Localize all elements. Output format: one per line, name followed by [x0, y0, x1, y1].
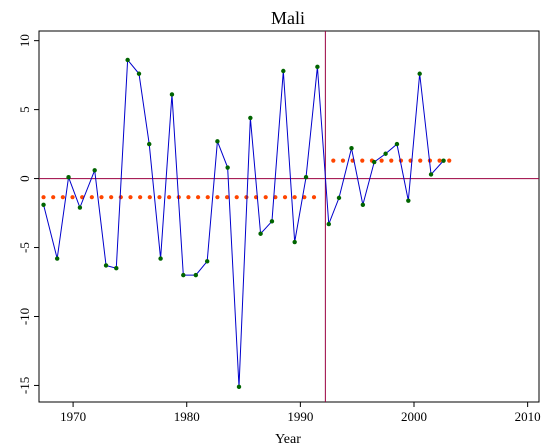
- segment-mean-dot-1: [51, 195, 56, 200]
- data-point: [248, 115, 253, 121]
- data-point: [147, 141, 152, 147]
- data-point: [92, 168, 97, 173]
- data-point: [406, 198, 411, 203]
- segment-mean-dot-2: [437, 158, 442, 163]
- segment-mean-dot-1: [311, 195, 317, 200]
- segment-mean-dot-2: [360, 158, 365, 163]
- data-point: [303, 174, 309, 180]
- data-point: [125, 57, 130, 63]
- y-tick-label: -5: [17, 242, 32, 253]
- data-point: [281, 68, 286, 74]
- data-point: [181, 272, 186, 278]
- data-point: [292, 239, 297, 245]
- segment-mean-dot-1: [215, 195, 220, 200]
- data-point: [103, 263, 109, 268]
- x-axis-title: Year: [275, 432, 301, 447]
- data-point: [204, 259, 210, 264]
- segment-mean-dot-1: [205, 195, 210, 200]
- data-point: [326, 221, 331, 227]
- segment-mean-dot-1: [302, 195, 307, 200]
- data-point: [383, 151, 388, 156]
- segment-mean-dot-2: [340, 158, 346, 163]
- data-point: [215, 139, 220, 144]
- data-point: [428, 172, 434, 177]
- data-point: [54, 256, 60, 261]
- segment-mean-dot-1: [147, 195, 152, 200]
- y-tick-label: -15: [17, 377, 32, 394]
- x-tick-label: 1990: [287, 409, 313, 424]
- data-point: [77, 205, 83, 210]
- data-point: [349, 146, 354, 151]
- segment-mean-dot-1: [224, 195, 230, 200]
- data-point: [258, 231, 263, 236]
- segment-mean-dot-1: [60, 195, 65, 200]
- data-point: [394, 141, 400, 147]
- data-point: [193, 272, 199, 278]
- data-point: [136, 71, 142, 76]
- segment-mean-dot-1: [109, 195, 114, 200]
- segment-mean-dot-1: [292, 195, 297, 200]
- segment-mean-dot-1: [167, 195, 172, 200]
- segment-mean-dot-1: [118, 195, 123, 200]
- segment-mean-dot-1: [263, 195, 268, 200]
- data-point: [372, 159, 377, 165]
- data-point: [41, 202, 46, 207]
- segment-mean-dot-1: [128, 195, 133, 200]
- data-point: [225, 165, 230, 170]
- plot-frame: [38, 30, 540, 403]
- segment-mean-dot-1: [157, 195, 162, 200]
- data-point: [169, 92, 175, 97]
- segment-mean-dot-2: [379, 158, 384, 163]
- data-point: [236, 384, 242, 390]
- segment-mean-dot-1: [138, 195, 143, 200]
- data-point: [315, 64, 320, 70]
- segment-mean-dot-1: [70, 195, 75, 200]
- x-tick-label: 2000: [401, 409, 427, 424]
- segment-mean-dot-2: [418, 158, 423, 163]
- x-tick-label: 1980: [174, 409, 200, 424]
- data-point: [336, 195, 342, 201]
- segment-mean-dot-1: [186, 195, 191, 200]
- segment-mean-dot-2: [331, 158, 336, 163]
- segment-mean-dot-1: [195, 195, 201, 200]
- y-tick-label: 10: [17, 34, 32, 47]
- y-tick-label: 5: [17, 106, 32, 113]
- segment-mean-dot-2: [447, 158, 452, 163]
- segment-mean-dot-1: [282, 195, 288, 200]
- data-point: [114, 266, 119, 271]
- data-point: [66, 174, 71, 180]
- data-point: [441, 158, 446, 163]
- segment-mean-dot-1: [41, 195, 46, 200]
- y-tick-label: -10: [17, 308, 32, 325]
- chart-title: Mali: [271, 8, 305, 28]
- data-point: [269, 219, 275, 224]
- x-tick-label: 2010: [515, 409, 541, 424]
- y-tick-label: 0: [17, 175, 32, 182]
- segment-mean-dot-1: [234, 195, 239, 200]
- x-tick-label: 1970: [60, 409, 86, 424]
- data-point: [158, 256, 163, 261]
- plot-area: 10 5 0 -5 -10 -15 1970 1980 1990 2000 2010: [17, 30, 541, 424]
- segment-mean-dot-1: [244, 195, 249, 200]
- data-point: [360, 202, 366, 207]
- segment-mean-dot-2: [389, 158, 394, 163]
- segment-mean-dot-1: [99, 195, 104, 200]
- segment-mean-dot-1: [89, 195, 94, 200]
- data-point: [417, 71, 422, 76]
